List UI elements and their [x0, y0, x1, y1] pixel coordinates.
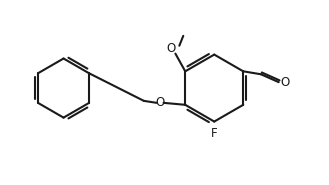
Text: O: O [155, 96, 164, 109]
Text: F: F [211, 127, 217, 140]
Text: O: O [280, 76, 289, 89]
Text: O: O [167, 42, 176, 55]
